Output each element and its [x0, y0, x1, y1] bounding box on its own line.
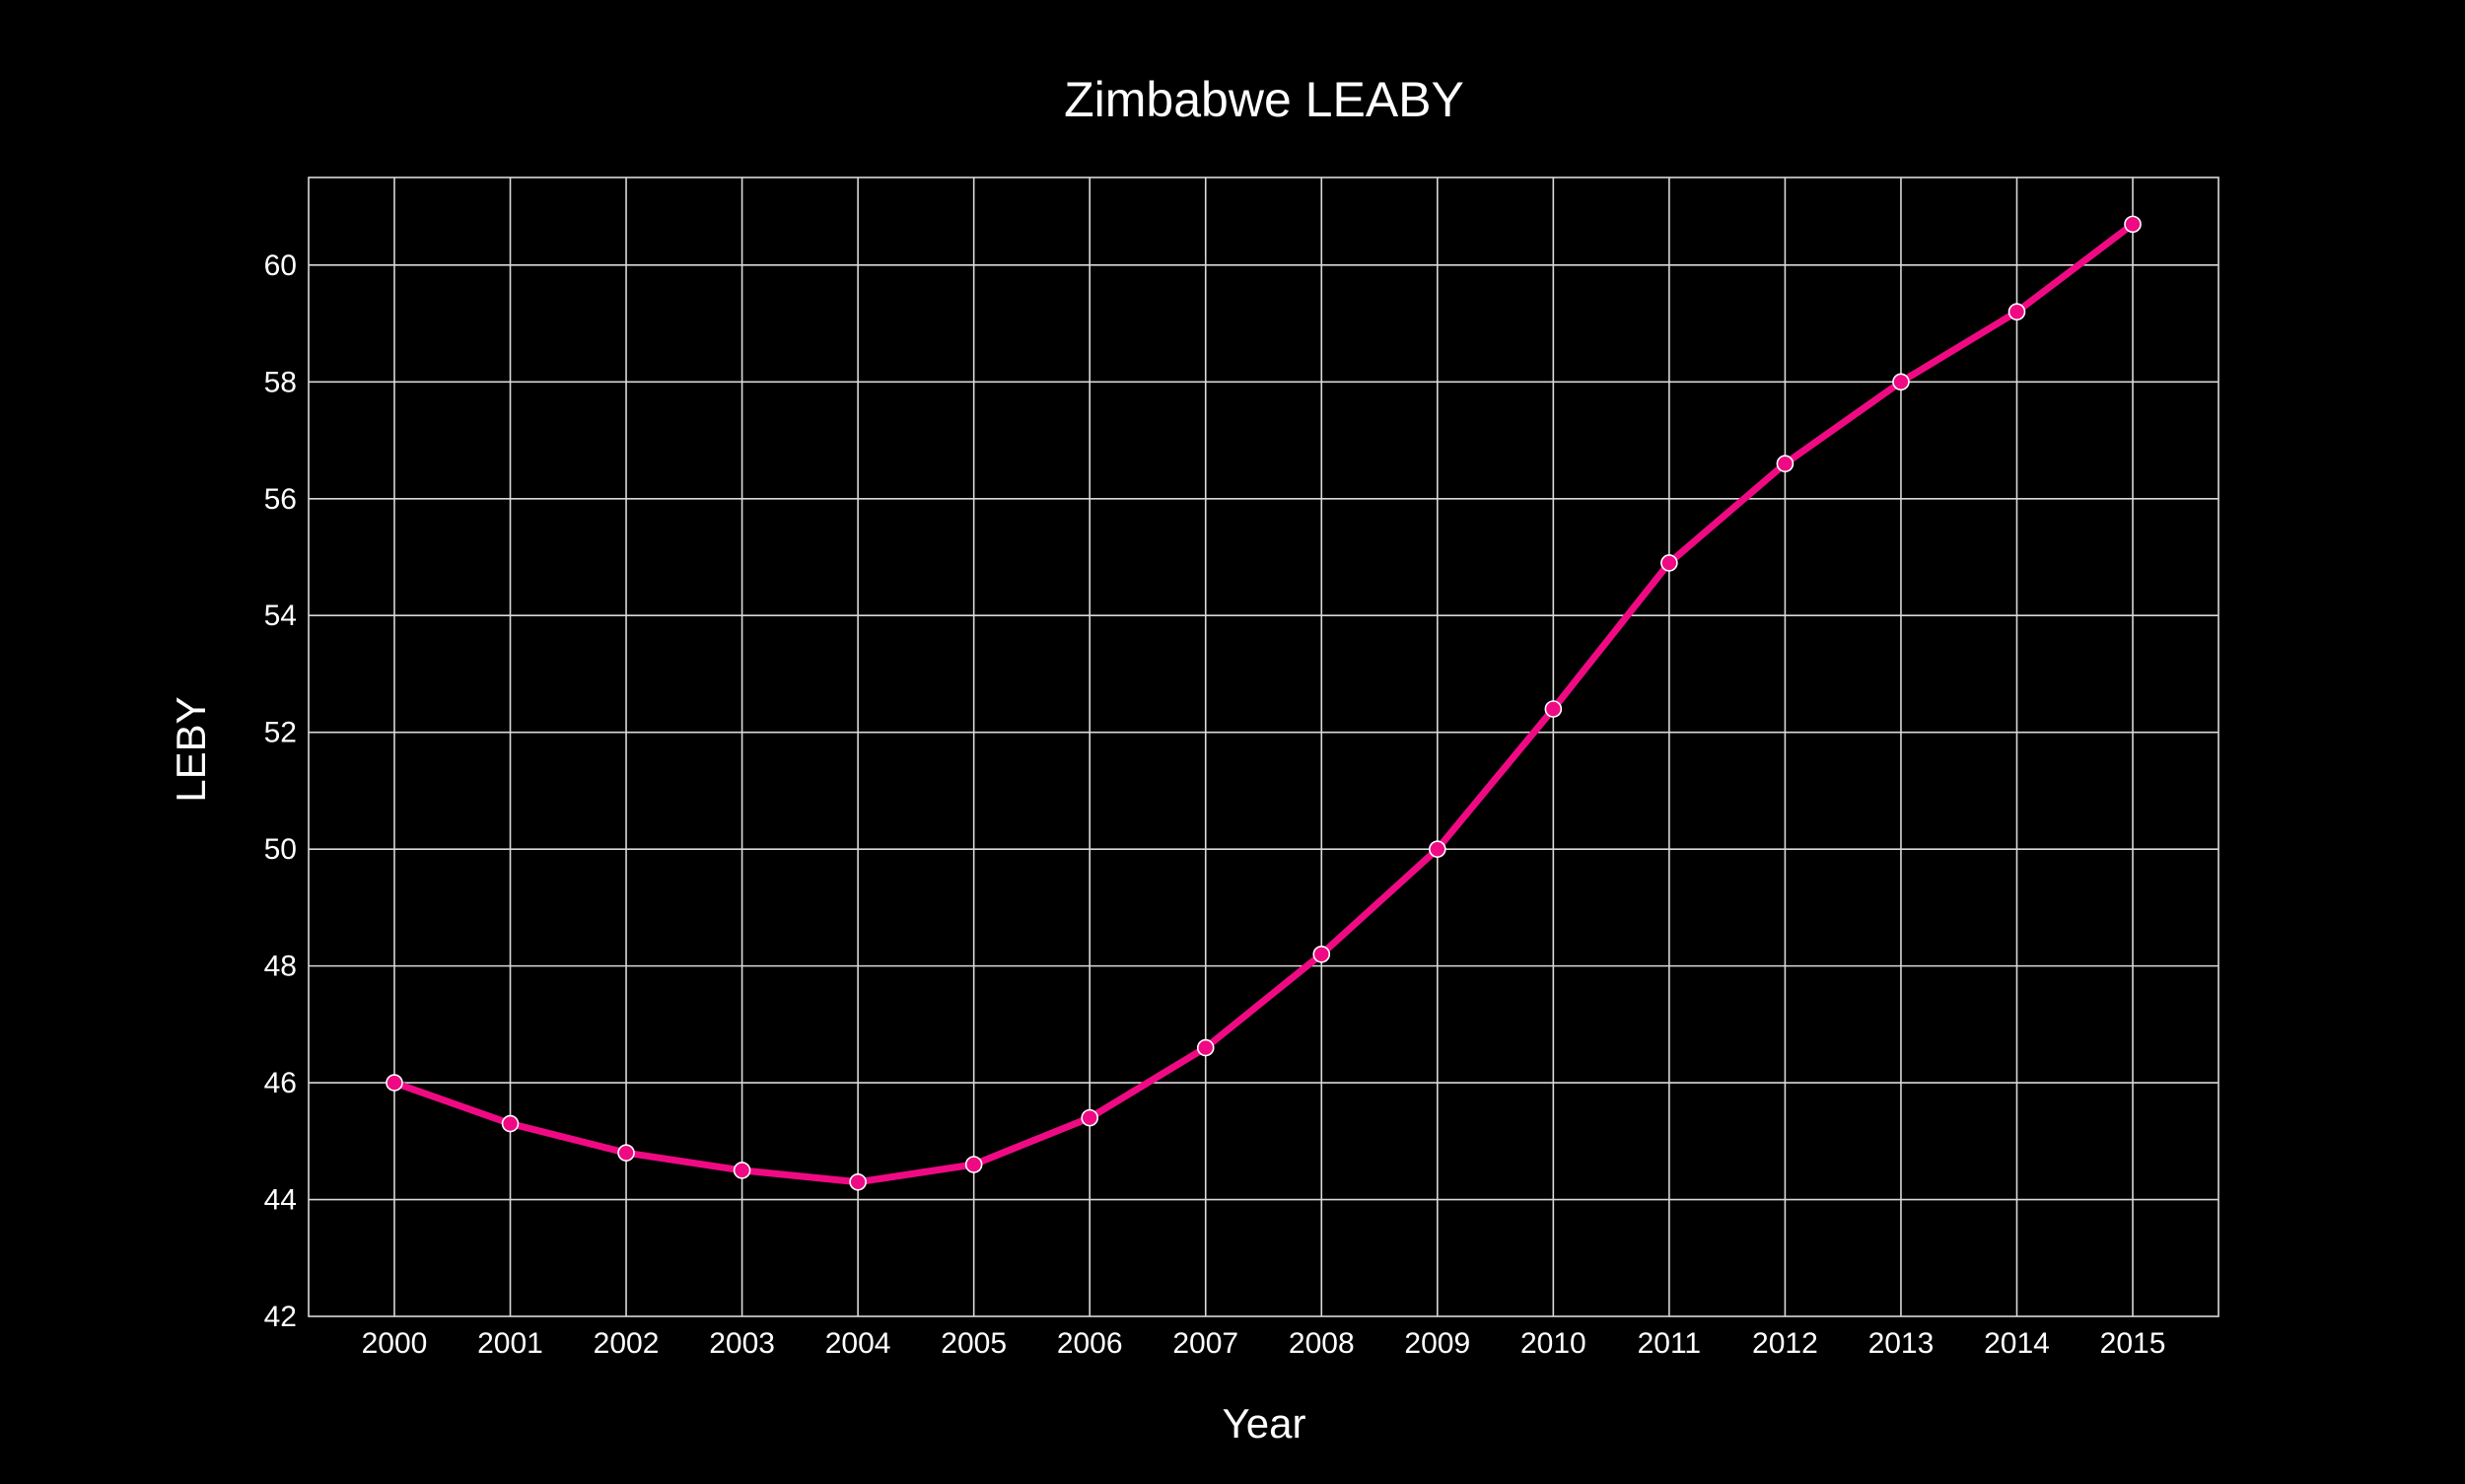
data-point	[2124, 215, 2142, 234]
y-tick-label: 42	[264, 1301, 297, 1333]
ticks: 2000 2001 2002 2003 2004 2005 2006 2007 2008 2009…	[264, 249, 2166, 1360]
x-tick-label: 2015	[2100, 1327, 2166, 1360]
data-point	[733, 1162, 751, 1179]
data-point	[1776, 455, 1795, 473]
x-tick-label: 2012	[1752, 1327, 1818, 1360]
x-tick-label: 2013	[1868, 1327, 1935, 1360]
x-tick-label: 2014	[1984, 1327, 2050, 1360]
data-point	[1544, 700, 1563, 718]
x-tick-label: 2001	[477, 1327, 543, 1360]
y-tick-label: 60	[264, 249, 297, 282]
y-tick-label: 56	[264, 483, 297, 516]
data-point	[617, 1144, 635, 1162]
x-tick-label: 2003	[709, 1327, 775, 1360]
x-tick-label: 2007	[1172, 1327, 1238, 1360]
x-tick-label: 2010	[1520, 1327, 1586, 1360]
data-point	[501, 1114, 520, 1133]
data-point	[849, 1172, 867, 1191]
x-tick-label: 2008	[1289, 1327, 1355, 1360]
data-point	[1081, 1108, 1098, 1127]
data-point	[1660, 554, 1678, 572]
x-tick-label: 2011	[1638, 1327, 1702, 1360]
y-tick-label: 54	[264, 600, 297, 632]
y-tick-label: 58	[264, 366, 297, 398]
y-tick-label: 52	[264, 717, 297, 749]
data-point	[386, 1074, 403, 1092]
x-tick-label: 2005	[941, 1327, 1007, 1360]
x-tick-label: 2006	[1057, 1327, 1123, 1360]
y-axis-title: LEBY	[168, 696, 214, 802]
data-point	[2007, 303, 2026, 321]
data-point	[1429, 840, 1446, 858]
plot-frame	[308, 177, 2219, 1317]
y-tick-label: 46	[264, 1067, 297, 1099]
x-axis-title: Year	[1223, 1400, 1306, 1447]
x-tick-label: 2004	[825, 1327, 891, 1360]
chart-title: Zimbabwe LEABY	[1064, 72, 1464, 127]
series-line	[390, 220, 2137, 1186]
data-point	[1196, 1038, 1215, 1057]
y-tick-label: 48	[264, 951, 297, 983]
grid	[309, 177, 2218, 1316]
series	[386, 215, 2142, 1191]
y-tick-label: 50	[264, 833, 297, 866]
x-tick-label: 2000	[362, 1327, 428, 1360]
x-tick-label: 2009	[1404, 1327, 1470, 1360]
x-tick-label: 2002	[594, 1327, 660, 1360]
y-tick-label: 44	[264, 1184, 297, 1217]
data-point	[1312, 945, 1331, 963]
data-point	[964, 1156, 983, 1173]
data-point	[1892, 373, 1910, 391]
